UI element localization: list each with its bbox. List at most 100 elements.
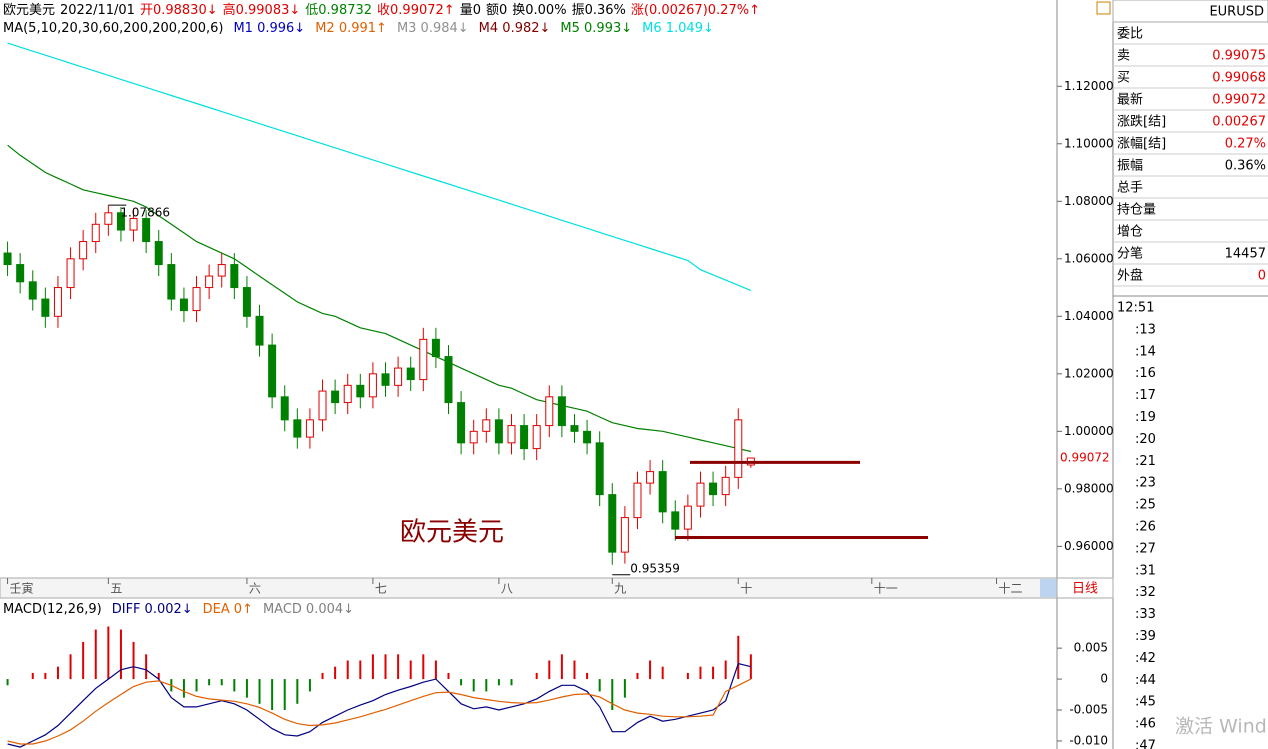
candle-body: [482, 419, 491, 432]
candle-body: [444, 356, 453, 404]
x-axis-band: [0, 577, 1058, 599]
candle-body: [507, 425, 516, 444]
candle-body: [230, 264, 239, 289]
tick-time: :19: [1135, 410, 1156, 425]
header-field: 欧元美元: [3, 3, 55, 18]
candle-body: [709, 482, 718, 496]
candle-body: [532, 425, 541, 450]
candle-body: [104, 212, 113, 225]
y-tick-label: 1.06000: [1064, 251, 1114, 265]
header-field: 换0.00%: [512, 3, 566, 18]
tick-time: :44: [1135, 673, 1156, 688]
x-tick-label: 壬寅: [10, 581, 34, 596]
legend-name: DEA: [203, 602, 230, 617]
row-value: 0.99072: [1212, 93, 1266, 108]
candle-body: [91, 223, 100, 243]
row-value: 0.27%: [1225, 137, 1266, 152]
indicator-line: [7, 678, 752, 745]
symbol-box: [1112, 0, 1268, 23]
candle-body: [41, 298, 50, 317]
macd-title: MACD(12,26,9): [3, 602, 102, 617]
tick-time: :33: [1135, 607, 1156, 622]
candle-body: [557, 396, 566, 427]
candle-body: [154, 241, 163, 266]
legend-name: DIFF: [112, 602, 141, 617]
period-tab-label[interactable]: 日线: [1072, 582, 1098, 597]
candle-body: [217, 264, 226, 277]
candle-body: [66, 258, 75, 289]
tick-time: :25: [1135, 498, 1156, 513]
ma-title: MA(5,10,20,30,60,200,200,200,6): [3, 21, 223, 36]
candle-body: [469, 430, 478, 444]
x-tick-label: 五: [110, 582, 122, 596]
quote-header: 欧元美元 2022/11/01 开0.98830↓ 高0.99083↓ 低0.98732…: [3, 2, 760, 18]
row-label: 总手: [1117, 181, 1143, 196]
header-field: 额0: [486, 3, 507, 18]
candle-body: [79, 241, 88, 260]
candle-body: [583, 430, 592, 444]
tick-time: :47: [1135, 739, 1156, 749]
candle-body: [3, 252, 12, 266]
ma-legend-item: M5 0.993↓: [560, 21, 632, 36]
row-label: 买: [1117, 71, 1130, 86]
y-tick-label: 0.96000: [1064, 539, 1114, 553]
legend-name: MACD: [263, 602, 302, 617]
menu-icon[interactable]: [1096, 1, 1111, 15]
macd-legend: MACD(12,26,9) DIFF 0.002↓ DEA 0↑ MACD 0.004↓: [3, 602, 354, 617]
x-tick-label: 九: [614, 582, 626, 596]
ma-legend-item: M1 0.996↓: [233, 21, 305, 36]
scrollbar[interactable]: [1040, 579, 1057, 597]
candle-body: [331, 390, 340, 404]
row-value: 0.99075: [1212, 49, 1266, 64]
y-tick-label: 1.00000: [1064, 424, 1114, 438]
candle-body: [658, 471, 667, 513]
candle-body: [129, 218, 138, 231]
header-field: 高0.99083↓: [223, 2, 301, 18]
row-label: 增仓: [1117, 225, 1143, 240]
candle-body: [142, 218, 151, 243]
header-field: 量0: [460, 3, 481, 18]
y-tick-label: -0.010: [1069, 733, 1108, 747]
candle-body: [431, 338, 440, 358]
low-label: 0.95359: [630, 561, 680, 575]
y-tick-label: 0.98000: [1064, 481, 1114, 495]
candle-body: [16, 264, 25, 283]
y-tick-label: 1.04000: [1064, 309, 1114, 323]
candle-body: [595, 442, 604, 496]
candle-body: [343, 384, 352, 404]
period-tab[interactable]: [1056, 577, 1114, 599]
candle-body: [620, 517, 629, 553]
watermark: 激活 Wind: [1175, 716, 1267, 738]
candle-body: [545, 396, 554, 427]
indicator-line: [7, 144, 752, 453]
candle-body: [696, 482, 705, 507]
ma-legend-item: M3 0.984↓: [397, 21, 469, 36]
row-value: 14457: [1225, 247, 1266, 262]
tick-time: :20: [1135, 432, 1156, 447]
row-label: 涨跌[结]: [1117, 114, 1166, 130]
y-tick-label: 0: [1100, 672, 1108, 686]
ma-legend-item: M6 1.049↓: [642, 21, 714, 36]
x-tick-label: 八: [501, 582, 513, 596]
candle-body: [646, 471, 655, 484]
tick-time: :31: [1135, 563, 1156, 578]
chart-annotation: 欧元美元: [400, 518, 504, 548]
tick-time: :26: [1135, 520, 1156, 535]
row-value: 0.00267: [1212, 115, 1266, 130]
y-tick-label: 1.12000: [1064, 79, 1114, 93]
candle-body: [116, 212, 125, 231]
y-tick-label: 1.08000: [1064, 194, 1114, 208]
tick-time: :13: [1135, 322, 1156, 337]
y-tick-label: 1.10000: [1064, 136, 1114, 150]
candle-body: [520, 425, 529, 450]
candle-body: [280, 396, 289, 421]
candle-body: [242, 287, 251, 317]
row-label: 持仓量: [1117, 203, 1156, 218]
candle-body: [494, 419, 503, 444]
row-value: 0.99068: [1212, 71, 1266, 86]
candle-body: [406, 367, 415, 381]
x-tick-label: 十一: [874, 582, 898, 596]
candle-body: [381, 373, 390, 386]
tick-time: :23: [1135, 476, 1156, 491]
